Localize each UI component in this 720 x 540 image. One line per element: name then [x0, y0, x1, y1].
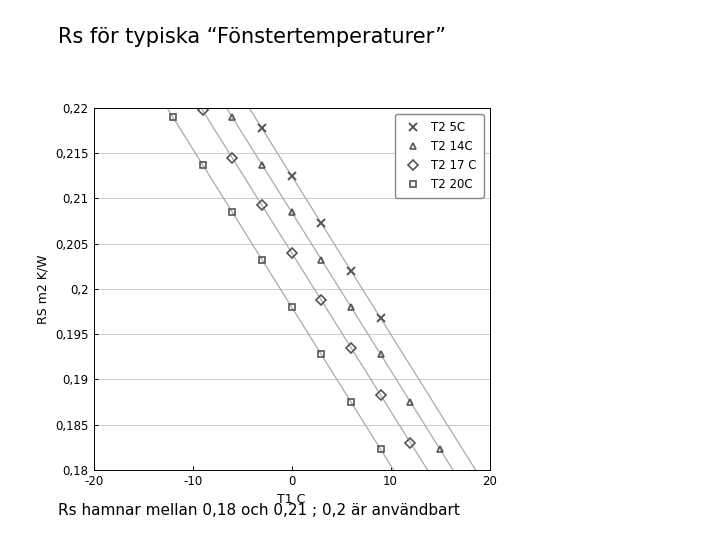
T2 17 C — [466, 535, 474, 540]
T2 17 C — [436, 487, 444, 494]
T2 17 C — [168, 59, 177, 66]
T2 20C — [258, 256, 266, 263]
Line: T2 5C: T2 5C — [139, 0, 385, 322]
Text: Rs hamnar mellan 0,18 och 0,21 ; 0,2 är användbart: Rs hamnar mellan 0,18 och 0,21 ; 0,2 är … — [58, 503, 459, 518]
Line: T2 17 C: T2 17 C — [169, 59, 473, 540]
T2 14C — [347, 304, 356, 310]
T2 17 C — [317, 297, 325, 303]
T2 14C — [436, 446, 444, 453]
T2 14C — [168, 19, 177, 25]
T2 20C — [168, 114, 177, 120]
T2 14C — [228, 114, 236, 120]
T2 17 C — [198, 107, 207, 113]
T2 14C — [317, 256, 325, 263]
T2 20C — [228, 209, 236, 215]
T2 5C — [287, 173, 296, 179]
T2 20C — [198, 161, 207, 168]
T2 5C — [258, 125, 266, 132]
T2 20C — [317, 351, 325, 357]
T2 14C — [258, 161, 266, 168]
T2 20C — [406, 494, 415, 500]
T2 14C — [377, 351, 385, 357]
T2 5C — [317, 220, 325, 227]
Legend: T2 5C, T2 14C, T2 17 C, T2 20C: T2 5C, T2 14C, T2 17 C, T2 20C — [395, 114, 484, 198]
T2 20C — [139, 66, 148, 73]
T2 20C — [287, 303, 296, 310]
T2 14C — [406, 399, 415, 405]
Line: T2 14C: T2 14C — [140, 0, 444, 453]
Y-axis label: RS m2 K/W: RS m2 K/W — [37, 254, 50, 323]
T2 14C — [287, 209, 296, 215]
T2 20C — [377, 446, 385, 453]
X-axis label: T1 C: T1 C — [277, 493, 306, 506]
T2 5C — [377, 315, 385, 321]
T2 17 C — [228, 154, 236, 161]
T2 5C — [198, 30, 207, 37]
T2 17 C — [258, 202, 266, 208]
T2 14C — [198, 66, 207, 73]
T2 5C — [347, 268, 356, 274]
T2 5C — [228, 78, 236, 84]
Text: Rs för typiska “Fönstertemperaturer”: Rs för typiska “Fönstertemperaturer” — [58, 27, 446, 47]
T2 20C — [347, 399, 356, 405]
T2 17 C — [287, 249, 296, 256]
Line: T2 20C: T2 20C — [140, 66, 473, 540]
T2 17 C — [406, 440, 415, 446]
T2 17 C — [347, 345, 356, 351]
T2 17 C — [377, 392, 385, 399]
